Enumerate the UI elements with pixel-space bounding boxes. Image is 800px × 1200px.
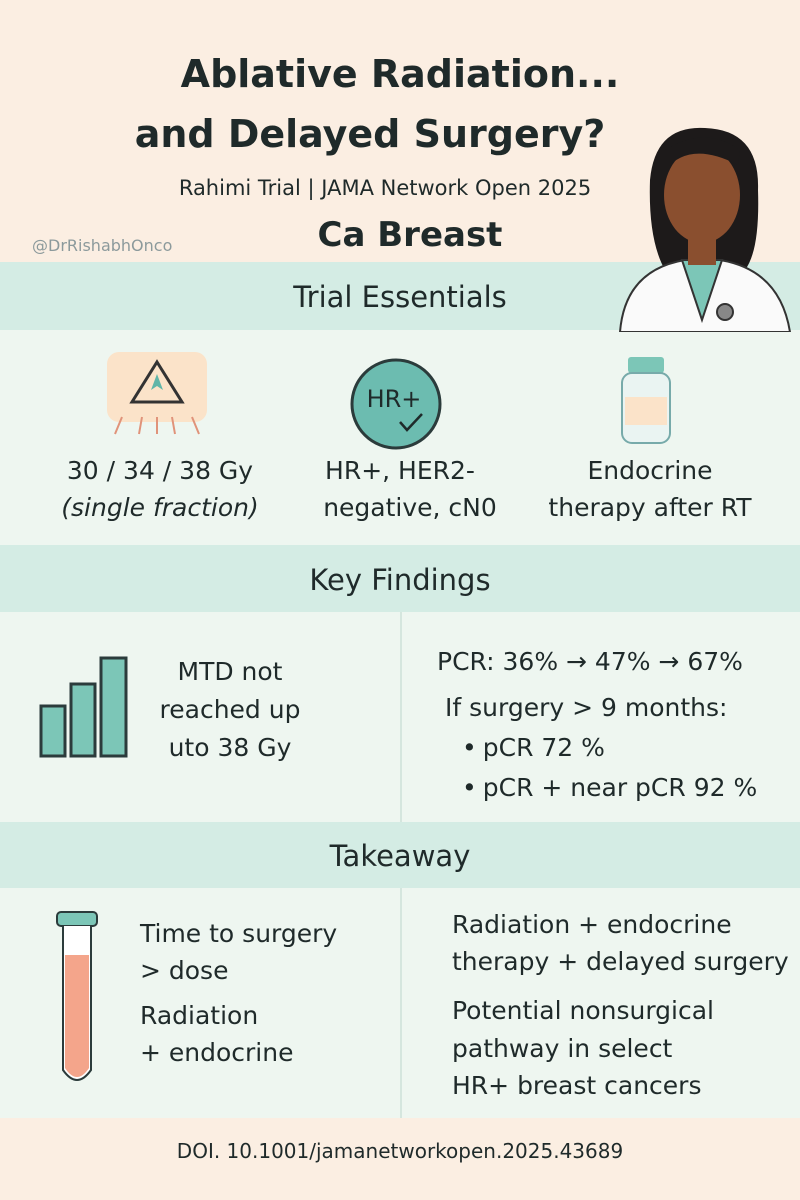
finding-text: MTD not	[177, 657, 283, 686]
tube-icon	[56, 911, 98, 1081]
hr-icon: HR+	[350, 358, 442, 450]
takeaway-text: Radiation	[140, 1001, 259, 1030]
essential-text: HR+, HER2-	[325, 456, 475, 485]
takeaway-text: Time to surgery	[140, 919, 338, 948]
section-heading: Key Findings	[309, 563, 491, 597]
divider	[400, 612, 402, 822]
takeaway-text: HR+ breast cancers	[452, 1071, 702, 1100]
takeaway-text: pathway in select	[452, 1034, 673, 1063]
essential-text: therapy after RT	[548, 493, 752, 522]
radiation-icon	[107, 352, 207, 435]
condition-text: If surgery > 9 months:	[445, 693, 728, 722]
bullet: pCR + near pCR 92 %	[462, 773, 757, 802]
section-heading: Takeaway	[329, 839, 471, 873]
takeaway-band	[0, 822, 800, 888]
essential-text: Endocrine	[587, 456, 713, 485]
topic: Ca Breast	[317, 215, 503, 255]
essential-text: (single fraction)	[61, 493, 259, 522]
doctor-illustration	[618, 127, 792, 332]
finding-text: reached up	[159, 695, 301, 724]
subtitle: Rahimi Trial | JAMA Network Open 2025	[178, 176, 592, 200]
section-heading: Trial Essentials	[293, 280, 507, 314]
essential-text: negative, cN0	[323, 493, 497, 522]
findings-band	[0, 545, 800, 612]
divider	[400, 888, 402, 1118]
takeaway-text: > dose	[140, 956, 229, 985]
title: Ablative Radiation...	[180, 52, 620, 96]
essential-text: 30 / 34 / 38 Gy	[66, 456, 254, 485]
icon-label: HR+	[367, 385, 422, 413]
finding-text: uto 38 Gy	[168, 733, 292, 762]
title: and Delayed Surgery?	[134, 112, 606, 156]
vial-icon	[621, 357, 671, 444]
takeaway-text: Potential nonsurgical	[452, 996, 714, 1025]
takeaway-text: + endocrine	[140, 1038, 294, 1067]
takeaway-text: therapy + delayed surgery	[452, 947, 789, 976]
doi: DOI. 10.1001/jamanetworkopen.2025.43689	[176, 1139, 624, 1163]
bars-icon	[39, 656, 128, 758]
pcr-text: PCR: 36% → 47% → 67%	[437, 647, 743, 676]
handle: @DrRishabhOnco	[32, 236, 173, 255]
takeaway-text: Radiation + endocrine	[452, 910, 732, 939]
bullet: pCR 72 %	[462, 733, 605, 762]
